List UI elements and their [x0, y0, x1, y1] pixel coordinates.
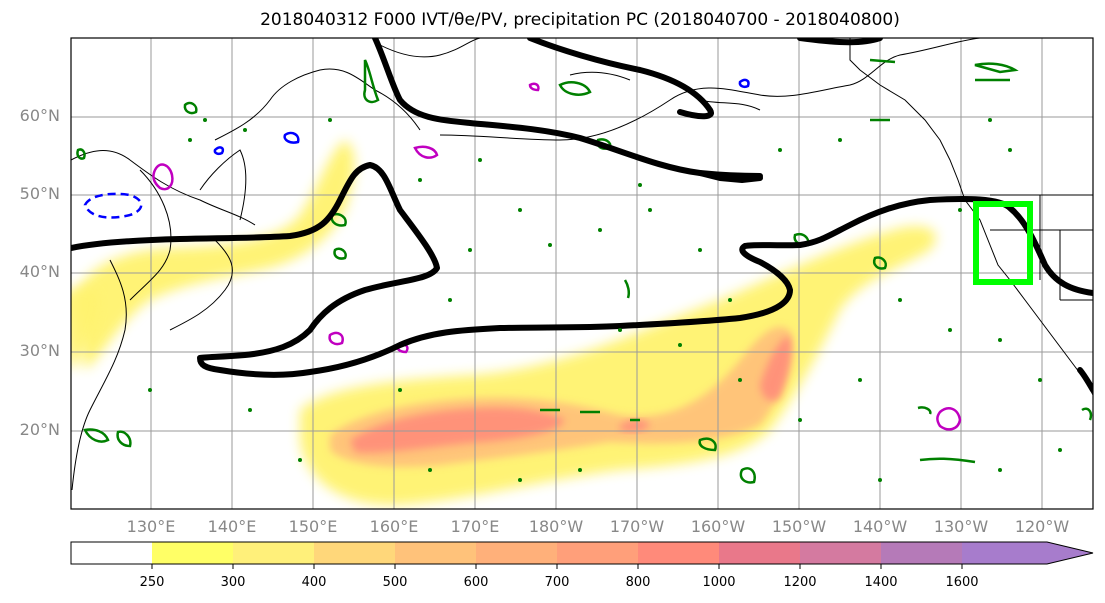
colorbar-tick-label: 250: [139, 575, 165, 590]
colorbar-outline: [70, 541, 1094, 565]
colorbar-segment: [233, 542, 314, 564]
lat-label: 30°N: [19, 341, 60, 360]
lon-label: 160°E: [369, 517, 419, 536]
colorbar-segment: [557, 542, 638, 564]
colorbar-tick-label: 700: [544, 575, 570, 590]
colorbar-segment: [476, 542, 557, 564]
lon-label: 170°E: [450, 517, 500, 536]
colorbar-segment: [881, 542, 962, 564]
lat-label: 60°N: [19, 106, 60, 125]
lon-label: 130°E: [126, 517, 176, 536]
graticule: [71, 38, 1093, 509]
colorbar-tick-label: 1000: [702, 575, 736, 590]
colorbar-tick-label: 1400: [864, 575, 898, 590]
lon-label: 120°W: [1014, 517, 1070, 536]
colorbar-tick-label: 1600: [945, 575, 979, 590]
lon-label: 140°W: [852, 517, 908, 536]
theta-e-small-features: [148, 118, 1062, 482]
lon-label: 150°E: [288, 517, 338, 536]
lat-label: 40°N: [19, 262, 60, 281]
colorbar-tick-label: 500: [382, 575, 408, 590]
lat-label: 20°N: [19, 420, 60, 439]
colorbar-tick-label: 300: [220, 575, 246, 590]
colorbar-tick-label: 1200: [783, 575, 817, 590]
colorbar-tick-label: 400: [301, 575, 327, 590]
map-title: 2018040312 F000 IVT/θe/PV, precipitation…: [260, 10, 900, 30]
theta-e-contours: [76, 58, 1093, 484]
colorbar-extend-arrow: [1047, 542, 1093, 564]
ivt-shading: [71, 140, 936, 506]
precipitation-box: [973, 201, 1033, 285]
coastlines: [71, 38, 1093, 491]
colorbar-segment: [71, 542, 152, 564]
lon-label: 150°W: [771, 517, 827, 536]
lon-label: 170°W: [609, 517, 665, 536]
lon-label: 140°E: [207, 517, 257, 536]
lat-label: 50°N: [19, 184, 60, 203]
colorbar-segment: [800, 542, 881, 564]
colorbar-segment: [719, 542, 800, 564]
colorbar: [70, 541, 1094, 569]
colorbar-tick-label: 600: [463, 575, 489, 590]
lon-label: 130°W: [933, 517, 989, 536]
colorbar-segment: [638, 542, 719, 564]
lon-label: 180°W: [528, 517, 584, 536]
colorbar-segment: [962, 542, 1047, 564]
lon-label: 160°W: [690, 517, 746, 536]
ivt-contours: [71, 38, 1093, 393]
colorbar-segment: [395, 542, 476, 564]
colorbar-tick-label: 800: [625, 575, 651, 590]
colorbar-segment: [314, 542, 395, 564]
map-frame: [70, 37, 1094, 510]
colorbar-segment: [152, 542, 233, 564]
